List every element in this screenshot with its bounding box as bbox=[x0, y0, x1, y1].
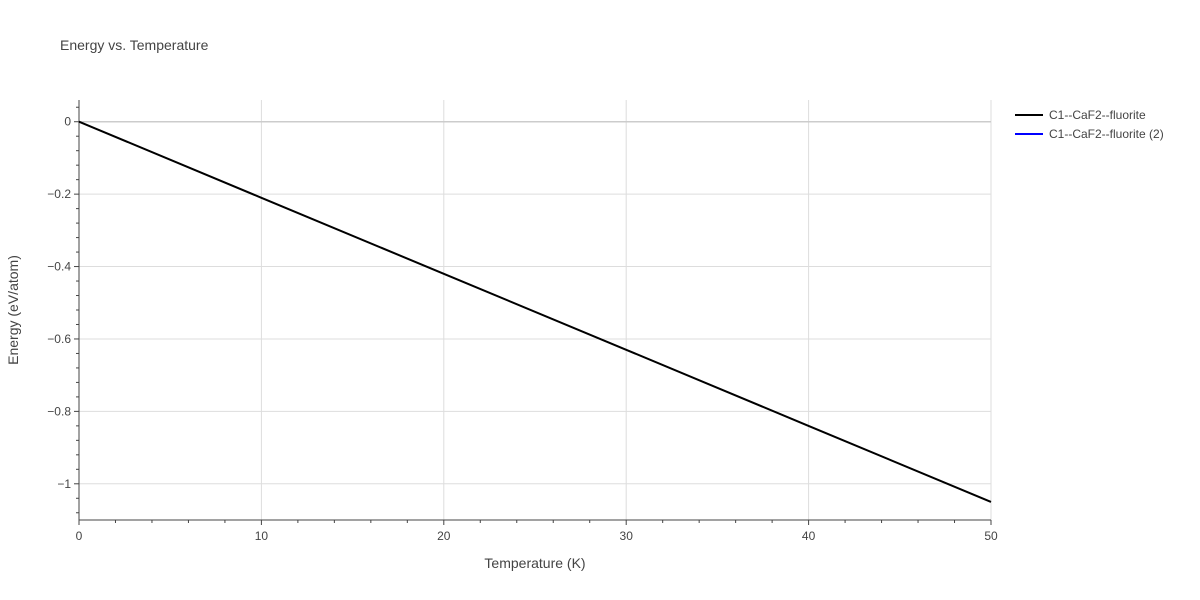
legend[interactable]: C1--CaF2--fluorite C1--CaF2--fluorite (2) bbox=[1015, 108, 1164, 141]
tick-label-layer: 0 10 20 30 40 50 0 −0.2 −0.4 −0.6 −0.8 −1 bbox=[47, 115, 998, 543]
y-tick-label: −0.8 bbox=[47, 404, 71, 418]
x-tick-label: 20 bbox=[437, 529, 451, 543]
data-layer bbox=[78, 120, 992, 503]
grid-layer bbox=[79, 100, 992, 520]
y-tick-label: −1 bbox=[57, 477, 71, 491]
y-tick-label: −0.2 bbox=[47, 187, 71, 201]
legend-label-1: C1--CaF2--fluorite bbox=[1049, 108, 1146, 122]
x-tick-label: 50 bbox=[984, 529, 998, 543]
x-tick-label: 0 bbox=[76, 529, 83, 543]
y-tick-label: −0.4 bbox=[47, 260, 71, 274]
x-axis-title: Temperature (K) bbox=[484, 555, 585, 571]
chart-title: Energy vs. Temperature bbox=[60, 37, 209, 53]
axes-layer bbox=[74, 100, 992, 525]
series-line-1 bbox=[78, 120, 992, 503]
y-tick-label: 0 bbox=[64, 115, 71, 129]
x-tick-label: 10 bbox=[255, 529, 269, 543]
x-tick-label: 30 bbox=[620, 529, 634, 543]
legend-label-2: C1--CaF2--fluorite (2) bbox=[1049, 127, 1164, 141]
y-axis-title: Energy (eV/atom) bbox=[5, 255, 21, 365]
x-tick-label: 40 bbox=[802, 529, 816, 543]
y-tick-label: −0.6 bbox=[47, 332, 71, 346]
